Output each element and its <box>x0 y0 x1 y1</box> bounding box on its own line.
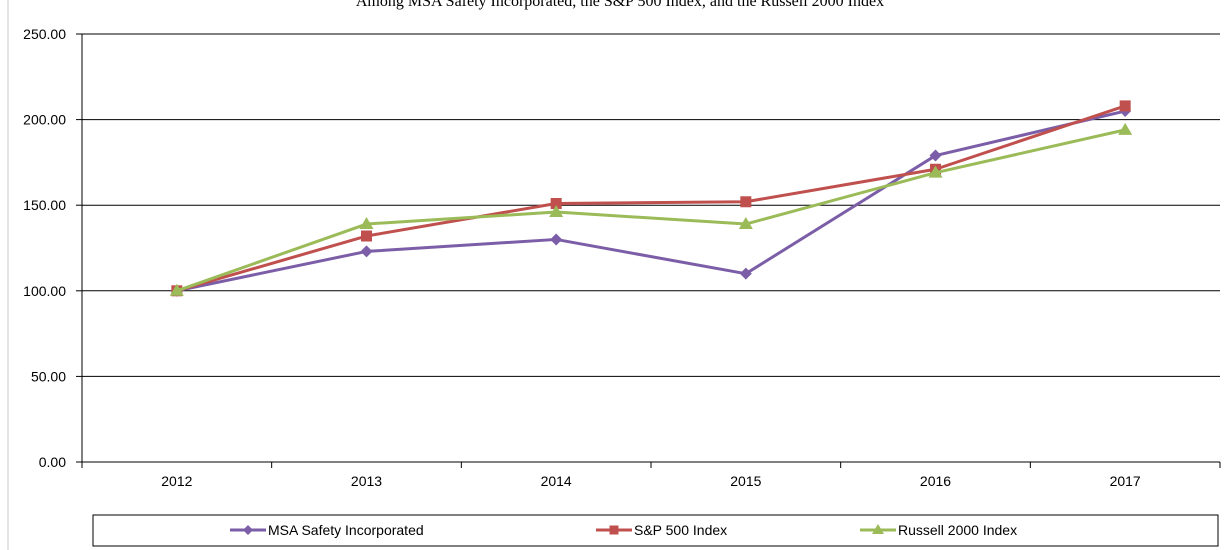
x-tick-label-4: 2016 <box>920 473 951 489</box>
legend-item-s-p-500-index: S&P 500 Index <box>596 522 727 538</box>
series-line-msa-safety-incorporated <box>176 109 1126 293</box>
point-russell-2000-index-2015 <box>738 217 753 230</box>
point-russell-2000-index-2014 <box>549 205 564 218</box>
point-s-p-500-index-2015 <box>740 196 752 208</box>
legend-box <box>92 514 1219 547</box>
y-tick-labels: 0.00 50.00 100.00 150.00 200.00 250.00 <box>23 26 66 470</box>
y-tick-label-4: 200.00 <box>23 112 66 128</box>
axes <box>76 33 1221 468</box>
legend-label-russell-2000-index: Russell 2000 Index <box>898 522 1017 538</box>
point-russell-2000-index-2012 <box>169 283 184 296</box>
y-tick-label-5: 250.00 <box>23 26 66 42</box>
legend-item-russell-2000-index: Russell 2000 Index <box>860 522 1017 538</box>
point-msa-safety-incorporated-2016 <box>929 149 942 162</box>
legend-item-msa-safety-incorporated: MSA Safety Incorporated <box>230 522 424 538</box>
series-lines <box>169 100 1133 297</box>
legend-label-msa-safety-incorporated: MSA Safety Incorporated <box>268 522 424 538</box>
chart-title: Among MSA Safety Incorporated, the S&P 5… <box>356 0 884 10</box>
x-tick-label-1: 2013 <box>351 473 382 489</box>
legend-marker-russell-2000-index <box>872 524 884 534</box>
x-tick-label-3: 2015 <box>730 473 761 489</box>
series-line-s-p-500-index <box>176 104 1126 293</box>
x-tick-label-5: 2017 <box>1110 473 1141 489</box>
point-msa-safety-incorporated-2014 <box>550 233 563 246</box>
legend: MSA Safety Incorporated S&P 500 Index Russ… <box>92 514 1219 547</box>
legend-label-s-p-500-index: S&P 500 Index <box>634 522 727 538</box>
point-s-p-500-index-2013 <box>361 230 372 242</box>
legend-marker-msa-safety-incorporated <box>243 525 253 535</box>
series-s-p-500-index <box>171 100 1131 297</box>
series-russell-2000-index <box>169 122 1133 296</box>
legend-marker-s-p-500-index <box>609 525 619 535</box>
point-s-p-500-index-2017 <box>1119 100 1131 112</box>
y-tick-label-3: 150.00 <box>23 197 66 213</box>
point-s-p-500-index-2014 <box>550 197 562 209</box>
y-tick-label-1: 50.00 <box>31 368 66 384</box>
y-tick-label-2: 100.00 <box>23 283 66 299</box>
series-msa-safety-incorporated <box>170 105 1132 297</box>
point-russell-2000-index-2017 <box>1118 122 1133 135</box>
x-tick-labels: 2012 2013 2014 2015 2016 2017 <box>161 473 1141 489</box>
x-tick-label-2: 2014 <box>541 473 572 489</box>
point-msa-safety-incorporated-2013 <box>360 245 373 258</box>
series-line-russell-2000-index <box>176 128 1126 293</box>
point-russell-2000-index-2013 <box>359 217 374 230</box>
y-tick-label-0: 0.00 <box>39 454 66 470</box>
x-tick-label-0: 2012 <box>161 473 192 489</box>
point-msa-safety-incorporated-2015 <box>739 267 752 280</box>
gridlines <box>82 33 1220 377</box>
point-russell-2000-index-2016 <box>928 165 943 178</box>
